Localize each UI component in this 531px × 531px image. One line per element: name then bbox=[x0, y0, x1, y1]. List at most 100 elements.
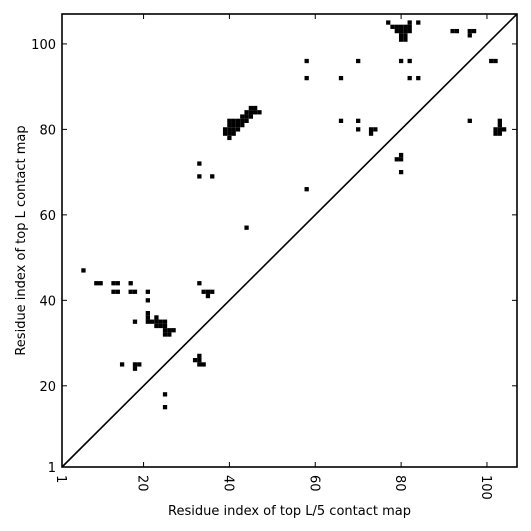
contact-point bbox=[167, 328, 172, 333]
contact-point bbox=[356, 58, 361, 64]
contact-point bbox=[128, 289, 133, 294]
y-tick-label: 20 bbox=[39, 380, 56, 395]
contact-point bbox=[201, 289, 206, 294]
contact-point bbox=[231, 131, 236, 136]
contact-point bbox=[493, 131, 498, 136]
contact-point bbox=[132, 319, 138, 324]
contact-point bbox=[394, 28, 399, 34]
contact-point bbox=[210, 174, 215, 179]
contact-point bbox=[497, 122, 502, 128]
contact-point bbox=[119, 362, 125, 367]
contact-point bbox=[497, 131, 502, 136]
contact-point bbox=[467, 33, 472, 38]
contact-point bbox=[407, 24, 412, 29]
contact-point bbox=[248, 114, 254, 119]
y-tick-label: 100 bbox=[31, 38, 56, 53]
contact-point bbox=[94, 281, 99, 286]
contact-point bbox=[145, 298, 150, 303]
contact-point bbox=[197, 353, 202, 359]
contact-point bbox=[231, 127, 236, 132]
contact-point bbox=[145, 319, 150, 324]
contact-point bbox=[154, 315, 159, 320]
contact-point bbox=[398, 58, 404, 64]
contact-point bbox=[145, 289, 150, 294]
contact-point bbox=[304, 58, 309, 64]
contact-point bbox=[111, 281, 116, 286]
contact-point bbox=[132, 289, 138, 294]
data-marks bbox=[81, 20, 507, 410]
contact-point bbox=[158, 319, 163, 324]
contact-point bbox=[81, 268, 86, 273]
contact-point bbox=[338, 118, 344, 123]
y-tick-label: 1 bbox=[48, 461, 56, 476]
contact-point bbox=[240, 118, 245, 123]
contact-point bbox=[227, 135, 232, 141]
contact-point bbox=[235, 122, 241, 128]
contact-point bbox=[222, 127, 228, 132]
contact-point bbox=[240, 114, 245, 119]
contact-point bbox=[407, 28, 412, 34]
contact-point bbox=[304, 187, 309, 192]
contact-point bbox=[132, 362, 138, 367]
contact-point bbox=[416, 20, 421, 25]
x-tick-label: 100 bbox=[478, 475, 493, 500]
contact-point bbox=[403, 24, 408, 29]
contact-point bbox=[132, 366, 138, 371]
x-tick-label: 20 bbox=[135, 475, 150, 492]
x-axis-ticks: 1 20 40 60 80 100 bbox=[53, 14, 493, 500]
contact-point bbox=[115, 289, 120, 294]
contact-point bbox=[137, 362, 142, 367]
contact-point bbox=[162, 328, 168, 333]
contact-point bbox=[450, 28, 455, 34]
contact-point bbox=[398, 28, 404, 34]
contact-point bbox=[222, 131, 228, 136]
contact-point bbox=[167, 332, 172, 337]
contact-point bbox=[210, 289, 215, 294]
contact-point bbox=[158, 323, 163, 329]
contact-point bbox=[467, 118, 472, 123]
contact-point bbox=[115, 281, 120, 286]
contact-point bbox=[403, 28, 408, 34]
plot-frame bbox=[61, 13, 518, 468]
contact-point bbox=[197, 362, 202, 367]
y-tick-label: 40 bbox=[39, 294, 56, 309]
contact-point bbox=[407, 75, 412, 81]
contact-point bbox=[394, 24, 399, 29]
contact-point bbox=[398, 169, 404, 175]
y-axis-label: Residue index of top L contact map bbox=[14, 125, 29, 355]
contact-point bbox=[489, 58, 494, 64]
contact-point bbox=[257, 110, 262, 115]
contact-point bbox=[162, 319, 168, 324]
contact-point bbox=[227, 127, 232, 132]
contact-point bbox=[197, 281, 202, 286]
contact-point bbox=[244, 118, 249, 123]
contact-point bbox=[501, 127, 507, 132]
contact-point bbox=[248, 105, 254, 111]
contact-point bbox=[192, 358, 198, 363]
contact-point bbox=[471, 28, 477, 34]
x-axis-label: Residue index of top L/5 contact map bbox=[168, 504, 411, 519]
contact-point bbox=[145, 315, 150, 320]
contact-point bbox=[98, 281, 103, 286]
contact-point bbox=[497, 127, 502, 132]
contact-point bbox=[390, 24, 395, 29]
contact-point bbox=[244, 225, 249, 230]
contact-point bbox=[368, 131, 374, 136]
y-axis-ticks: 1 20 40 60 80 100 bbox=[31, 38, 517, 476]
contact-point bbox=[231, 118, 236, 123]
contact-point bbox=[240, 122, 245, 128]
contact-point bbox=[197, 161, 202, 166]
contact-point bbox=[197, 358, 202, 363]
contact-point bbox=[398, 33, 404, 38]
contact-point bbox=[398, 152, 404, 158]
y-tick-label: 60 bbox=[39, 209, 56, 224]
contact-point bbox=[227, 122, 232, 128]
contact-point bbox=[201, 362, 206, 367]
contact-point bbox=[493, 127, 498, 132]
contact-point bbox=[356, 127, 361, 132]
contact-point bbox=[162, 405, 168, 410]
contact-point bbox=[407, 20, 412, 25]
contact-point bbox=[162, 332, 168, 337]
y-tick-label: 80 bbox=[39, 123, 56, 138]
